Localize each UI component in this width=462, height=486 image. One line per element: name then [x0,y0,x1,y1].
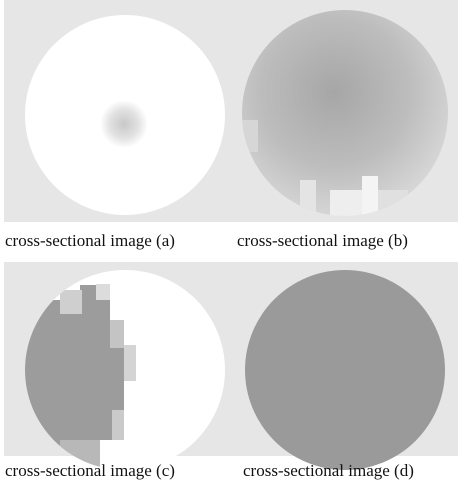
pixel [96,284,110,300]
pixel [124,345,136,381]
caption: cross-sectional image (a) [5,231,175,250]
image-d [245,270,445,470]
pixel [112,410,124,440]
pixel [362,176,378,216]
figure: cross-sectional image (a) cross-sectiona… [0,0,462,486]
caption: cross-sectional image (b) [237,231,408,250]
pixel [110,320,124,348]
caption: cross-sectional image (d) [243,461,414,480]
disc [245,270,445,470]
pixel [60,290,82,314]
caption: cross-sectional image (c) [5,461,175,480]
blob [100,100,148,148]
image-a [25,15,225,215]
